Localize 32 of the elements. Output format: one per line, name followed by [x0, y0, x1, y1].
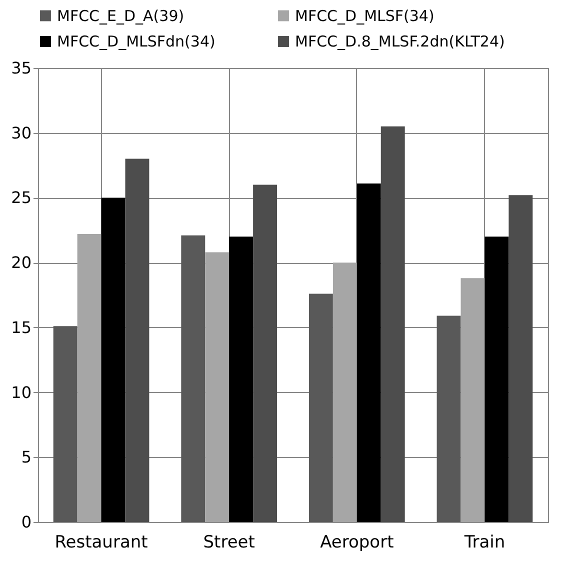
bar	[101, 198, 126, 522]
bar	[77, 234, 102, 522]
bar	[181, 235, 206, 522]
x-tick-label: Restaurant	[54, 532, 148, 552]
bar	[436, 316, 461, 522]
y-tick-label: 25	[11, 188, 32, 208]
bar	[460, 278, 485, 522]
bar	[205, 252, 230, 522]
y-tick-label: 10	[11, 382, 32, 402]
y-tick-label: 30	[11, 123, 32, 142]
bar	[229, 236, 254, 522]
bar	[380, 126, 405, 522]
y-tick-label: 5	[21, 448, 32, 467]
x-tick-label: Street	[203, 532, 256, 552]
y-tick-label: 0	[21, 512, 32, 532]
bar	[356, 183, 381, 522]
legend-label: MFCC_D.8_MLSF.2dn(KLT24)	[295, 32, 505, 50]
y-tick-label: 15	[11, 318, 32, 337]
bar	[308, 294, 333, 522]
bar	[508, 195, 533, 522]
bar	[253, 184, 278, 522]
bar	[332, 262, 357, 522]
bar	[53, 326, 78, 522]
legend-label: MFCC_D_MLSF(34)	[295, 6, 434, 25]
y-tick-label: 35	[11, 58, 32, 78]
x-tick-label: Train	[463, 532, 506, 552]
legend-label: MFCC_D_MLSFdn(34)	[57, 32, 216, 50]
bar	[484, 236, 509, 522]
y-tick-label: 20	[11, 253, 32, 272]
x-tick-label: Aeroport	[320, 532, 394, 552]
bar	[125, 158, 150, 522]
legend-label: MFCC_E_D_A(39)	[57, 6, 184, 25]
